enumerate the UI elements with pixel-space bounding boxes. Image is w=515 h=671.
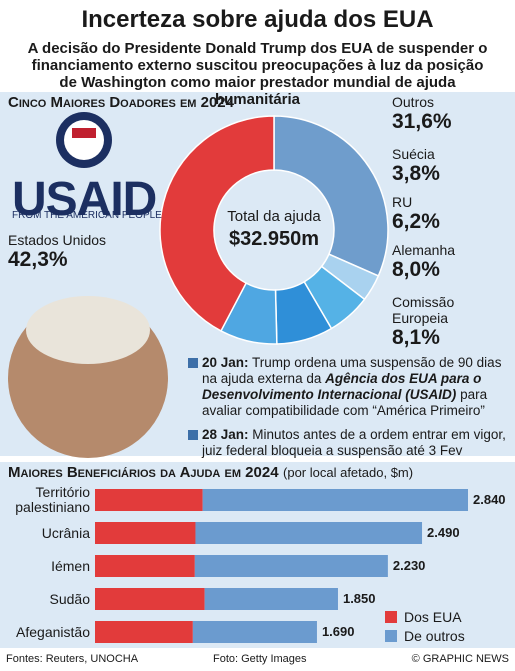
donut-value: 8,1%: [392, 326, 440, 349]
bar-segment: [95, 489, 203, 511]
category-label: Sudão: [49, 590, 90, 607]
bar-segment: [194, 555, 388, 577]
donut-label: RU: [392, 194, 413, 210]
bar-segment: [95, 588, 205, 610]
logo-tagline: FROM THE AMERICAN PEOPLE: [12, 210, 162, 221]
sources: Fontes: Reuters, UNOCHA: [6, 653, 139, 665]
legend-label: Dos EUA: [404, 609, 462, 625]
donut-value: 3,8%: [392, 162, 440, 185]
legend-label: De outros: [404, 628, 465, 644]
logo-name: USAID: [12, 173, 157, 226]
category-label: Território palestiniano: [15, 484, 90, 515]
bar-segment: [95, 621, 193, 643]
total-label: 1.690: [321, 624, 355, 639]
timeline-item: 28 Jan: Minutos antes de a ordem entrar …: [202, 427, 510, 459]
total-label: 2.840: [473, 492, 506, 507]
timeline-text: para avaliar compatibilidade com “Améric…: [202, 387, 488, 418]
donut-label: Comissão Europeia: [392, 294, 455, 326]
bullet: [188, 430, 198, 440]
timeline-date: 28 Jan:: [202, 427, 249, 442]
bar-segment: [192, 621, 317, 643]
total-label: 2.230: [392, 558, 426, 573]
legend-swatch: [385, 611, 397, 623]
bar-title: Maiores Beneficiários da Ajuda em 2024: [8, 464, 279, 481]
bar-segment: [204, 588, 338, 610]
timeline-item: 20 Jan: Trump ordena uma suspensão de 90…: [202, 355, 510, 419]
donut-value: 42,3%: [8, 248, 68, 271]
bar-segment: [95, 555, 195, 577]
usaid-seal-inner: [64, 120, 104, 160]
total-label: 2.490: [427, 525, 460, 540]
bar-segment: [195, 522, 423, 544]
subtitle: A decisão do Presidente Donald Trump dos…: [27, 40, 488, 108]
donut-value: 6,2%: [392, 210, 440, 233]
timeline-text: Minutos antes de a ordem entrar em vigor…: [202, 427, 506, 458]
donut-label: Outros: [392, 94, 435, 110]
donut-label: Estados Unidos: [8, 232, 107, 248]
donut-label: Alemanha: [392, 242, 456, 258]
timeline-text: Trump ordena uma suspensão de 90 dias na…: [202, 355, 502, 386]
center-label: Total da ajuda: [227, 208, 321, 225]
timeline-emphasis: Agência dos EUA para o Desenvolvimento I…: [202, 371, 482, 402]
donut-value: 31,6%: [392, 110, 452, 133]
donut-segment: [159, 115, 275, 332]
donut-title: Cinco Maiores Doadores em 2024: [8, 94, 234, 111]
category-label: Iémen: [51, 557, 90, 574]
category-label: Ucrânia: [41, 524, 90, 541]
credit: © GRAPHIC NEWS: [411, 653, 509, 665]
bullet: [188, 358, 198, 368]
center-value: $32.950m: [228, 228, 320, 250]
donut-segment: [273, 115, 389, 277]
legend-swatch: [385, 630, 397, 642]
timeline-date: 20 Jan:: [202, 355, 249, 370]
category-label: Afeganistão: [16, 623, 90, 640]
donut-value: 8,0%: [392, 258, 440, 281]
bar-subtitle: (por local afetado, $m): [283, 465, 414, 480]
photo-hair: [26, 296, 150, 364]
total-label: 1.850: [342, 591, 376, 606]
bar-segment: [202, 489, 468, 511]
photo-credit: Foto: Getty Images: [213, 653, 307, 665]
bar-segment: [95, 522, 196, 544]
seal-stripe: [72, 128, 96, 138]
donut-label: Suécia: [392, 146, 435, 162]
title: Incerteza sobre ajuda dos EUA: [81, 6, 434, 33]
bar-title-row: Maiores Beneficiários da Ajuda em 2024 (…: [8, 464, 413, 482]
